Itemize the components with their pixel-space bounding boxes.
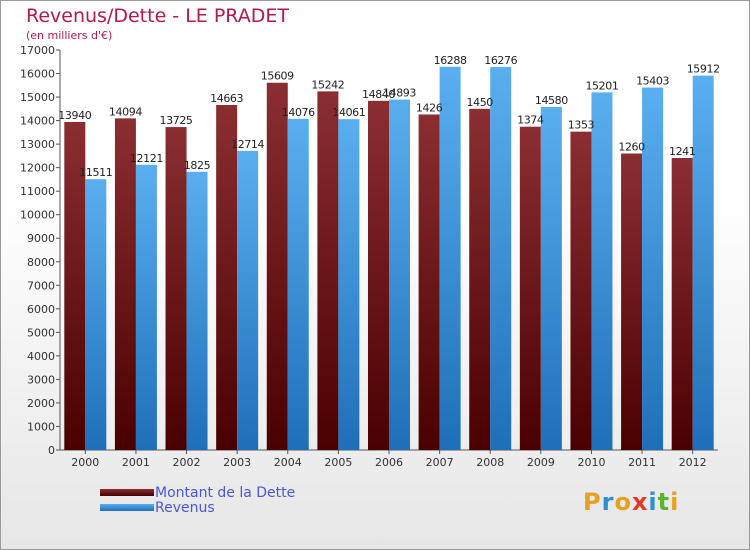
bar-debt (266, 82, 288, 451)
data-label-revenue: 1825 (184, 159, 211, 172)
data-label-revenue: 15201 (585, 79, 618, 92)
y-tick-label: 4000 (27, 350, 55, 363)
proxiti-logo: Proxiti (583, 488, 679, 516)
bar-revenue (186, 171, 208, 450)
data-label-debt: 13940 (58, 109, 91, 122)
x-tick-label: 2000 (71, 456, 99, 469)
bar-debt (165, 127, 187, 450)
data-label-revenue: 14893 (383, 87, 416, 100)
y-tick-label: 2000 (27, 397, 55, 410)
bar-debt (418, 114, 440, 451)
data-label-debt: 14663 (210, 92, 243, 105)
bar-revenue (591, 92, 613, 451)
chart-title: Revenus/Dette - LE PRADET (26, 5, 289, 27)
bar-debt (621, 153, 643, 450)
y-tick-label: 9000 (27, 232, 55, 245)
y-tick-label: 13000 (20, 138, 55, 151)
y-tick-label: 15000 (20, 91, 55, 104)
bar-revenue (389, 99, 410, 450)
data-label-revenue: 11511 (79, 166, 112, 179)
y-tick-label: 1000 (27, 420, 55, 433)
data-label-revenue: 16276 (484, 54, 517, 67)
bar-debt (368, 100, 389, 450)
data-label-debt: 1260 (618, 141, 645, 154)
y-tick-label: 10000 (20, 209, 55, 222)
data-label-revenue: 16288 (434, 54, 467, 67)
bar-debt (570, 131, 592, 450)
bar-debt (317, 91, 339, 450)
bar-debt (216, 104, 238, 451)
x-tick-label: 2002 (173, 456, 201, 469)
y-tick-label: 5000 (27, 326, 55, 339)
y-tick-label: 17000 (20, 44, 55, 57)
data-label-debt: 13725 (160, 114, 193, 127)
legend-swatch-debt (100, 489, 154, 496)
x-tick-label: 2010 (577, 456, 605, 469)
bar-debt (519, 126, 541, 451)
x-tick-label: 2008 (476, 456, 504, 469)
x-tick-label: 2009 (527, 456, 555, 469)
x-tick-label: 2001 (122, 456, 150, 469)
bar-debt (469, 108, 491, 450)
legend-swatch-revenue (100, 504, 154, 511)
logo-letter: r (601, 488, 615, 516)
bar-debt (64, 122, 86, 450)
bar-revenue (439, 66, 461, 451)
bar-revenue (338, 119, 360, 450)
data-label-debt: 15242 (311, 78, 344, 91)
x-tick-label: 2011 (628, 456, 656, 469)
data-label-revenue: 14580 (535, 94, 568, 107)
logo-letter: P (583, 488, 602, 516)
data-label-debt: 1241 (669, 145, 695, 158)
bar-revenue (135, 164, 157, 451)
y-tick-label: 6000 (27, 303, 55, 316)
bar-debt (671, 158, 693, 450)
y-tick-label: 0 (48, 444, 55, 457)
y-tick-label: 8000 (27, 256, 55, 269)
legend-label-revenue: Revenus (155, 500, 215, 516)
x-tick-label: 2012 (679, 456, 707, 469)
logo-letter: i (648, 488, 658, 516)
data-label-debt: 15609 (261, 70, 294, 83)
data-label-debt: 1353 (568, 119, 595, 132)
data-label-revenue: 14076 (282, 106, 315, 119)
y-tick-label: 16000 (20, 68, 55, 81)
y-tick-label: 12000 (20, 162, 55, 175)
chart-subtitle: (en milliers d'€) (26, 29, 113, 42)
y-tick-label: 3000 (27, 373, 55, 386)
bar-revenue (237, 150, 259, 451)
y-tick-label: 7000 (27, 279, 55, 292)
y-tick-label: 11000 (20, 185, 55, 198)
bar-revenue (642, 87, 664, 450)
x-tick-label: 2003 (223, 456, 251, 469)
data-label-revenue: 12121 (130, 152, 163, 165)
data-label-debt: 1374 (517, 114, 544, 127)
x-tick-label: 2004 (274, 456, 302, 469)
bar-revenue (287, 118, 309, 451)
x-tick-label: 2005 (324, 456, 352, 469)
x-tick-label: 2007 (426, 456, 454, 469)
bar-revenue (540, 106, 562, 451)
bar-revenue (85, 179, 107, 450)
legend-label-debt: Montant de la Dette (155, 485, 296, 501)
logo-letter: o (614, 488, 632, 516)
data-label-revenue: 15403 (636, 75, 669, 88)
data-label-debt: 1450 (467, 96, 494, 109)
data-label-revenue: 15912 (687, 63, 720, 76)
data-label-debt: 1426 (416, 101, 443, 114)
bar-revenue (692, 75, 714, 450)
y-tick-label: 14000 (20, 115, 55, 128)
logo-letter: t (657, 488, 671, 516)
data-label-debt: 14094 (109, 105, 142, 118)
data-label-debt: 14840 (362, 88, 395, 101)
logo-letter: i (670, 488, 680, 516)
x-tick-label: 2006 (375, 456, 403, 469)
data-label-revenue: 14061 (332, 106, 365, 119)
bar-debt (114, 118, 136, 451)
bar-revenue (490, 67, 512, 451)
logo-letter: x (631, 488, 649, 516)
data-label-revenue: 12714 (231, 138, 264, 151)
